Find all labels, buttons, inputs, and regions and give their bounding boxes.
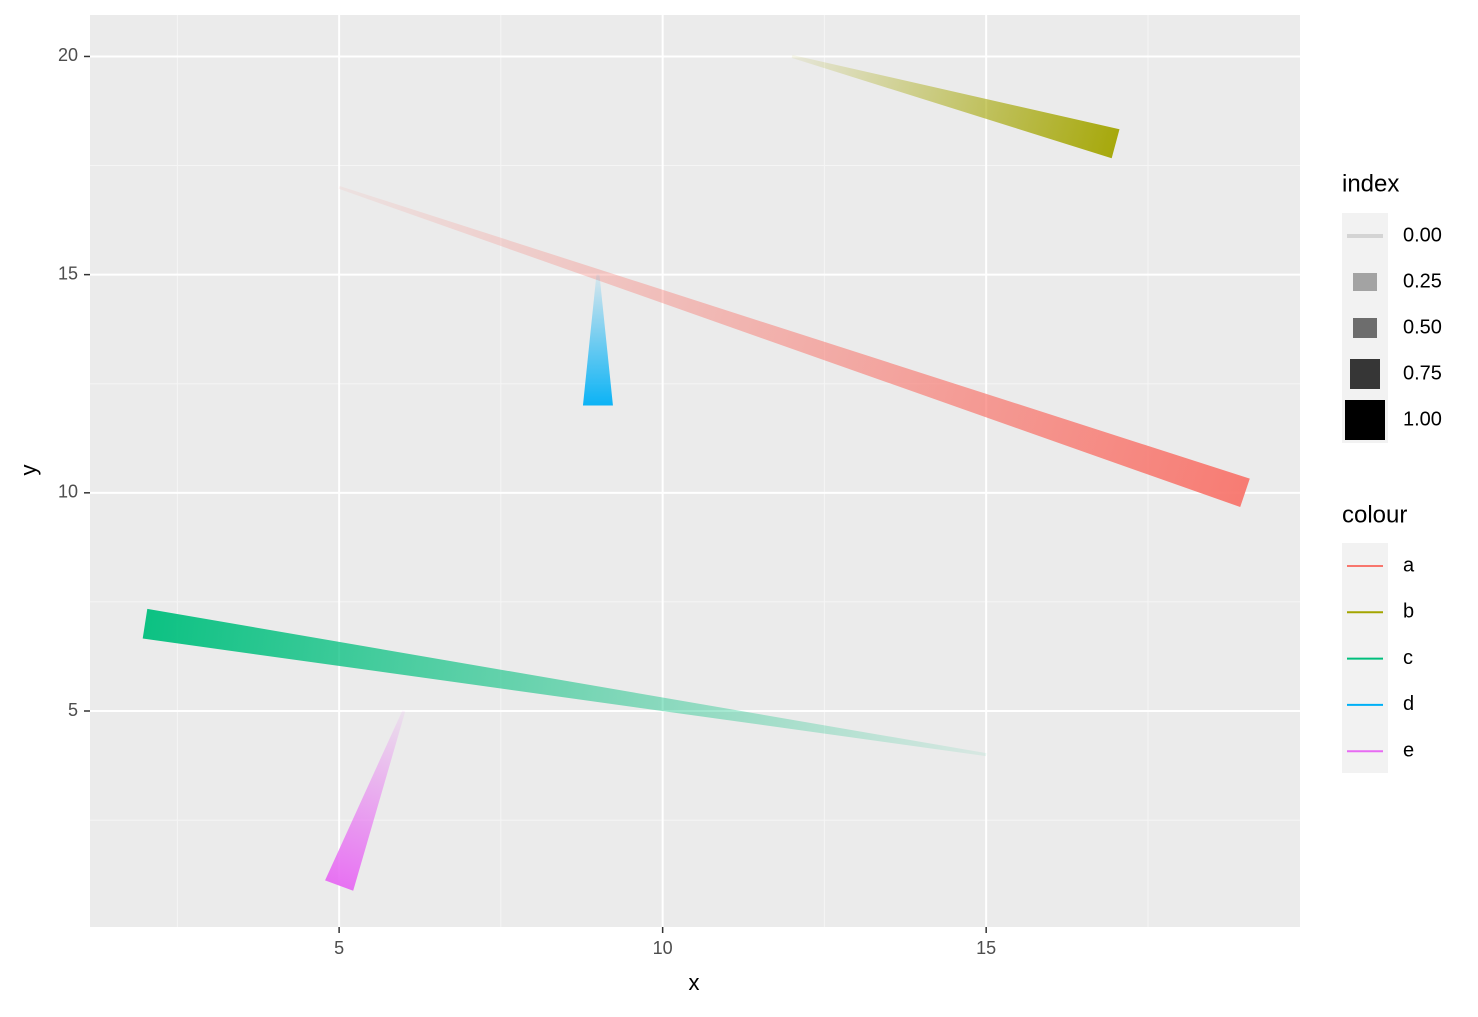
legend-label: 0.00: [1403, 224, 1442, 246]
y-tick-label: 20: [58, 45, 78, 65]
panel: [90, 15, 1300, 927]
legend-key: [1353, 273, 1377, 291]
legend-label: 0.50: [1403, 316, 1442, 338]
y-axis-label: y: [16, 465, 41, 476]
y-tick-label: 10: [58, 482, 78, 502]
x-tick-label: 10: [653, 938, 673, 958]
legend-label: e: [1403, 739, 1414, 761]
link: [142, 608, 987, 757]
x-tick-label: 15: [976, 938, 996, 958]
y-tick-label: 5: [68, 700, 78, 720]
link: [325, 710, 406, 891]
grid: [90, 15, 1300, 927]
legend-label: 1.00: [1403, 408, 1442, 430]
legend-label: b: [1403, 601, 1414, 623]
legend-label: a: [1403, 554, 1415, 576]
link: [582, 274, 613, 406]
legend-label: c: [1403, 647, 1413, 669]
legend-label: 0.75: [1403, 362, 1442, 384]
legend-key: [1347, 234, 1383, 238]
y-tick-label: 15: [58, 263, 78, 283]
marks: [142, 55, 1250, 891]
x-tick-label: 5: [334, 938, 344, 958]
link: [791, 55, 1120, 159]
legend-label: 0.25: [1403, 270, 1442, 292]
legend-key: [1353, 318, 1377, 338]
legend-title: colour: [1342, 501, 1407, 528]
legend-key: [1345, 400, 1385, 440]
link: [338, 185, 1250, 508]
legend-key: [1350, 359, 1380, 389]
legend: index 0.00 0.25 0.50 0.75 1.00 colour a b c d e: [1342, 170, 1442, 773]
legend-title: index: [1342, 170, 1399, 197]
legend-label: d: [1403, 693, 1414, 715]
x-axis-label: x: [689, 970, 700, 995]
axes: 5 10 15 5 10 15 20: [58, 45, 996, 958]
